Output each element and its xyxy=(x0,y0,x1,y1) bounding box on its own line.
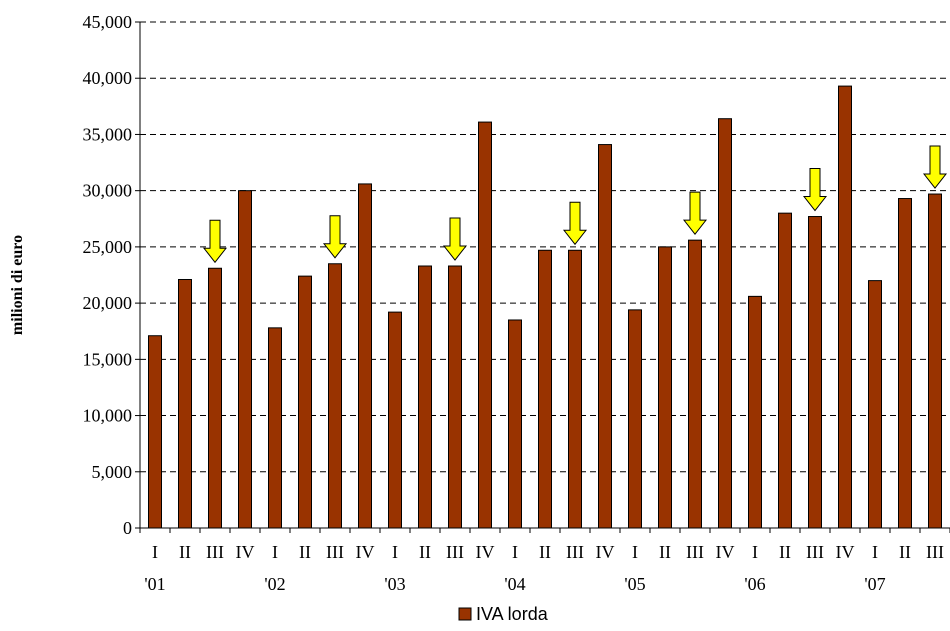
year-label: '02 xyxy=(264,574,285,594)
year-labels: '01 '02 '03 '04 '05 '06 '07 xyxy=(144,574,885,594)
x-tick-label: I xyxy=(632,542,638,562)
x-tick-label: III xyxy=(206,542,224,562)
bar xyxy=(718,118,732,529)
x-tick-label: III xyxy=(686,542,704,562)
bar xyxy=(448,265,462,529)
bar xyxy=(778,212,792,529)
x-tick-label: IV xyxy=(476,542,495,562)
bar xyxy=(688,239,702,529)
bar xyxy=(538,249,552,529)
year-label: '07 xyxy=(864,574,885,594)
x-tick-labels: I II III IV I II III IV I II III IV I II III IV I II III IV… xyxy=(152,542,944,562)
bar xyxy=(898,198,912,529)
bar xyxy=(628,309,642,529)
y-tick-label: 35,000 xyxy=(83,124,133,144)
year-label: '06 xyxy=(744,574,765,594)
down-arrow xyxy=(682,191,708,235)
bar xyxy=(298,275,312,529)
y-tick-label: 15,000 xyxy=(83,349,133,369)
x-tick-label: III xyxy=(326,542,344,562)
bar xyxy=(748,295,762,529)
bar xyxy=(178,278,192,529)
year-label: '01 xyxy=(144,574,165,594)
x-tick-label: I xyxy=(752,542,758,562)
x-tick-label: IV xyxy=(356,542,375,562)
bar xyxy=(928,193,942,529)
year-label: '03 xyxy=(384,574,405,594)
x-tick-label: IV xyxy=(596,542,615,562)
bar xyxy=(268,327,282,529)
y-tick-label: 40,000 xyxy=(83,68,133,88)
x-tick-label: III xyxy=(566,542,584,562)
y-tick-labels: 0 5,000 10,000 15,000 20,000 25,000 30,000 35,0… xyxy=(83,12,133,538)
bar xyxy=(838,85,852,529)
x-tick-label: II xyxy=(419,542,431,562)
bar xyxy=(418,265,432,529)
down-arrow xyxy=(322,215,348,259)
axes xyxy=(135,21,950,533)
x-tick-label: III xyxy=(806,542,824,562)
arrow-annotations xyxy=(202,145,948,264)
x-tick-label: I xyxy=(152,542,158,562)
year-label: '04 xyxy=(504,574,525,594)
year-label: '05 xyxy=(624,574,645,594)
x-tick-label: II xyxy=(179,542,191,562)
y-tick-label: 5,000 xyxy=(92,462,133,482)
bar xyxy=(238,190,252,529)
y-tick-label: 30,000 xyxy=(83,181,133,201)
x-tick-label: IV xyxy=(716,542,735,562)
y-tick-label: 45,000 xyxy=(83,12,133,32)
down-arrow xyxy=(202,219,228,264)
x-tick-label: II xyxy=(779,542,791,562)
down-arrow xyxy=(442,217,468,261)
y-tick-label: 10,000 xyxy=(83,406,133,426)
bar xyxy=(148,335,162,529)
bar xyxy=(358,183,372,529)
x-tick-label: I xyxy=(872,542,878,562)
x-tick-label: II xyxy=(539,542,551,562)
x-tick-label: IV xyxy=(836,542,855,562)
y-tick-label: 25,000 xyxy=(83,237,133,257)
down-arrow xyxy=(562,201,588,246)
y-axis-label: milioni di euro xyxy=(9,235,26,335)
bar xyxy=(658,246,672,529)
x-tick-label: II xyxy=(899,542,911,562)
down-arrow xyxy=(922,145,948,189)
down-arrow xyxy=(802,168,828,212)
bar xyxy=(478,121,492,529)
y-tick-label: 0 xyxy=(123,518,132,538)
bar xyxy=(598,144,612,529)
bar xyxy=(388,311,402,529)
bar xyxy=(208,267,222,529)
x-tick-label: IV xyxy=(236,542,255,562)
x-tick-label: I xyxy=(392,542,398,562)
bar xyxy=(808,216,822,529)
x-tick-label: III xyxy=(446,542,464,562)
x-tick-label: II xyxy=(659,542,671,562)
legend-label: IVA lorda xyxy=(476,604,549,624)
bar xyxy=(568,249,582,529)
legend: IVA lorda xyxy=(458,604,549,624)
bar xyxy=(508,319,522,529)
bar xyxy=(328,263,342,529)
x-tick-label: I xyxy=(512,542,518,562)
bar xyxy=(868,280,882,529)
y-tick-label: 20,000 xyxy=(83,293,133,313)
legend-swatch xyxy=(458,607,472,621)
x-tick-label: III xyxy=(926,542,944,562)
x-tick-label: II xyxy=(299,542,311,562)
x-tick-label: I xyxy=(272,542,278,562)
bars xyxy=(148,85,942,529)
